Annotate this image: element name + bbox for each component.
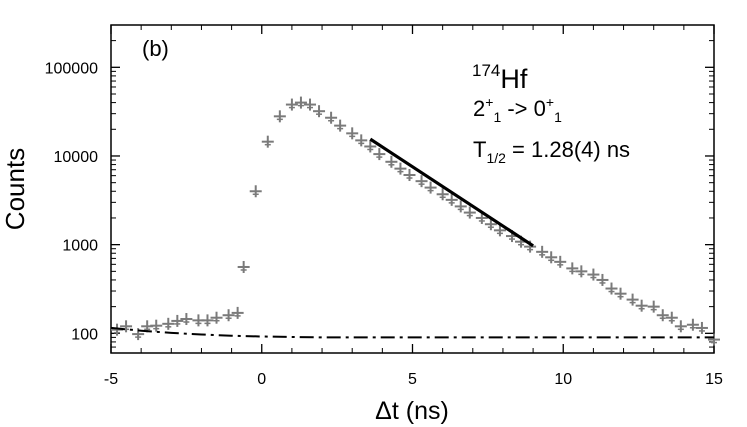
- data-point: [249, 185, 262, 198]
- transition-p2: +: [546, 94, 554, 110]
- data-series: [110, 96, 720, 346]
- data-point: [566, 262, 579, 275]
- x-tick-label: 5: [408, 371, 417, 388]
- data-point: [346, 127, 359, 140]
- data-point: [596, 273, 609, 286]
- data-point: [373, 148, 386, 161]
- data-point: [575, 265, 588, 278]
- halflife-label: T1/2 = 1.28(4) ns: [473, 137, 630, 166]
- panel-label: (b): [142, 36, 169, 61]
- data-point: [180, 313, 193, 326]
- data-point: [364, 140, 377, 153]
- y-tick-label: 1000: [62, 238, 98, 255]
- x-axis-label: Δt (ns): [375, 397, 449, 425]
- data-point: [171, 314, 184, 327]
- data-point: [303, 98, 316, 111]
- data-point: [334, 119, 347, 132]
- data-point: [545, 251, 558, 264]
- isotope-label: 174Hf: [472, 61, 528, 94]
- data-point: [454, 200, 467, 213]
- data-point: [674, 320, 687, 333]
- data-point: [355, 134, 368, 147]
- data-point: [656, 309, 669, 322]
- data-point: [403, 169, 416, 182]
- background-line: [110, 326, 714, 339]
- fit-line: [369, 137, 534, 248]
- data-point: [445, 193, 458, 206]
- plot-frame: [110, 24, 715, 354]
- transition-j2: 0: [534, 96, 546, 121]
- isotope-symbol: Hf: [500, 64, 527, 94]
- data-point: [424, 181, 437, 194]
- halflife-value: = 1.28(4) ns: [506, 137, 630, 162]
- data-point: [436, 188, 449, 201]
- data-point: [237, 260, 250, 273]
- data-point: [313, 105, 326, 118]
- x-tick-label: -5: [104, 371, 118, 388]
- data-point: [201, 314, 214, 327]
- data-point: [614, 287, 627, 300]
- y-tick-label: 10000: [54, 149, 99, 166]
- data-point: [210, 311, 223, 324]
- data-point: [162, 317, 175, 330]
- data-point: [394, 162, 407, 175]
- data-point: [285, 98, 298, 111]
- data-point: [261, 135, 274, 148]
- data-point: [150, 319, 163, 332]
- isotope-mass: 174: [472, 61, 500, 80]
- data-point: [484, 218, 497, 231]
- transition-s1: 1: [493, 109, 501, 125]
- data-point: [695, 321, 708, 334]
- x-tick-label: 10: [554, 371, 572, 388]
- y-tick-label: 100: [71, 326, 98, 343]
- data-point: [493, 224, 506, 237]
- transition-arrow: ->: [501, 96, 533, 121]
- data-point: [325, 111, 338, 124]
- halflife-symbol: T: [473, 137, 486, 162]
- data-point: [294, 96, 307, 109]
- x-tick-label: 15: [705, 371, 723, 388]
- data-point: [415, 175, 428, 188]
- data-point: [463, 206, 476, 219]
- transition-s2: 1: [554, 109, 562, 125]
- data-point: [686, 318, 699, 331]
- data-point: [273, 110, 286, 123]
- data-point: [626, 293, 639, 306]
- halflife-subscript: 1/2: [486, 150, 506, 166]
- data-point: [536, 245, 549, 258]
- data-point: [605, 282, 618, 295]
- data-point: [222, 309, 235, 322]
- data-point: [665, 311, 678, 324]
- transition-p1: +: [485, 94, 493, 110]
- y-axis-label: Counts: [0, 148, 30, 230]
- transition-label: 2+1 -> 0+1: [473, 94, 562, 125]
- y-tick-label: 100000: [45, 60, 98, 77]
- data-point: [587, 268, 600, 281]
- data-point: [647, 300, 660, 313]
- x-tick-label: 0: [257, 371, 266, 388]
- data-point: [635, 299, 648, 312]
- data-point: [708, 333, 720, 346]
- transition-j1: 2: [473, 96, 485, 121]
- data-point: [554, 255, 567, 268]
- data-point: [385, 155, 398, 168]
- data-point: [231, 306, 244, 319]
